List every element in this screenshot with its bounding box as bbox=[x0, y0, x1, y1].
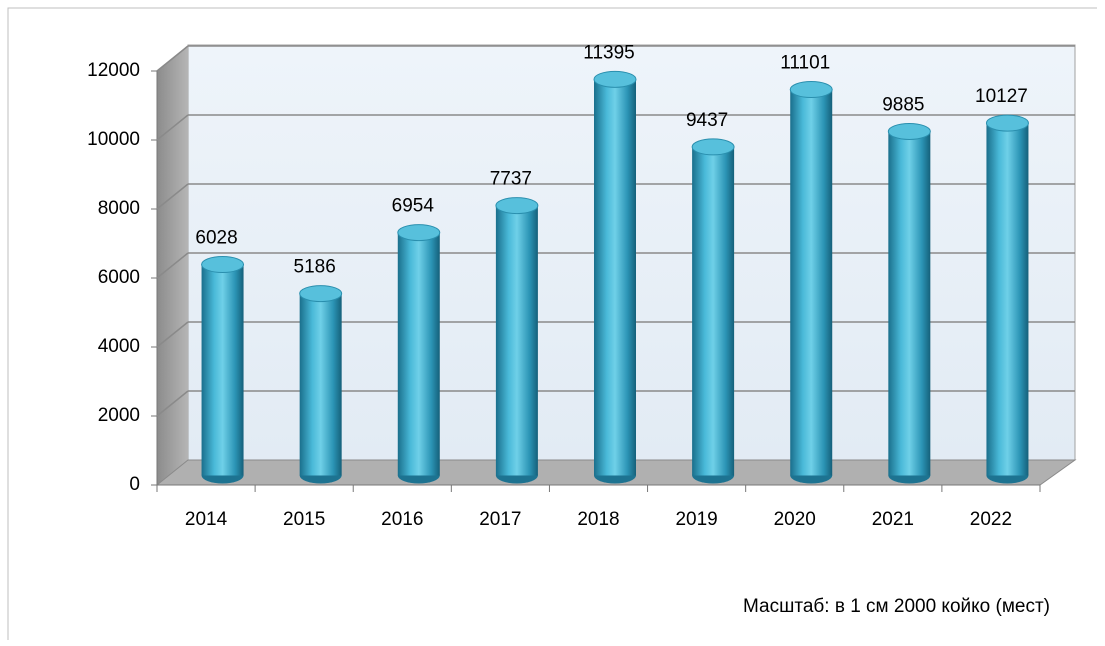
grid-line bbox=[156, 114, 189, 141]
bar-top bbox=[985, 114, 1029, 132]
bar-top bbox=[887, 122, 931, 140]
y-tick-label: 4000 bbox=[98, 336, 140, 357]
bar-top bbox=[397, 224, 441, 242]
bar bbox=[299, 285, 343, 484]
bar bbox=[789, 81, 833, 484]
y-tick-label: 8000 bbox=[98, 198, 140, 219]
value-label: 6954 bbox=[392, 196, 435, 217]
bar-top bbox=[593, 70, 637, 88]
x-tick-label: 2021 bbox=[872, 509, 914, 530]
grid-line bbox=[156, 252, 189, 279]
grid-line bbox=[156, 45, 189, 72]
x-tick-label: 2016 bbox=[381, 509, 423, 530]
bar-body bbox=[790, 89, 833, 476]
grid-line bbox=[156, 183, 189, 210]
bar bbox=[691, 138, 735, 484]
bar bbox=[495, 197, 539, 484]
value-label: 6028 bbox=[195, 228, 237, 249]
value-label: 9885 bbox=[882, 94, 924, 115]
y-tick-label: 12000 bbox=[87, 60, 140, 81]
bar-top bbox=[691, 138, 735, 156]
annotation: Масштаб: в 1 см 2000 койко (мест) bbox=[743, 596, 1050, 617]
x-tick-label: 2015 bbox=[283, 509, 325, 530]
bar bbox=[397, 224, 441, 484]
y-tick-label: 6000 bbox=[98, 267, 140, 288]
value-label: 7737 bbox=[490, 169, 532, 190]
bar-body bbox=[986, 123, 1029, 476]
x-tick-label: 2014 bbox=[185, 509, 228, 530]
x-tick-label: 2022 bbox=[970, 509, 1012, 530]
value-label: 5186 bbox=[294, 257, 336, 278]
x-tick-label: 2020 bbox=[774, 509, 816, 530]
value-label: 10127 bbox=[975, 86, 1028, 107]
bar-body bbox=[594, 79, 636, 476]
bar bbox=[985, 114, 1029, 484]
bar-body bbox=[397, 232, 440, 476]
x-tick-label: 2018 bbox=[577, 509, 619, 530]
bar-top bbox=[201, 256, 245, 274]
y-tick-label: 2000 bbox=[98, 405, 140, 426]
bar-body bbox=[495, 205, 538, 476]
bar-body bbox=[888, 131, 931, 476]
bar-top bbox=[789, 81, 833, 99]
x-tick-label: 2017 bbox=[479, 509, 521, 530]
bar-top bbox=[299, 285, 343, 303]
bar bbox=[887, 122, 931, 484]
frame bbox=[7, 7, 1097, 640]
bar-body bbox=[299, 293, 342, 476]
x-tick-label: 2019 bbox=[675, 509, 717, 530]
bar-body bbox=[201, 264, 244, 476]
y-tick-label: 10000 bbox=[87, 129, 140, 150]
y-tick-label: 0 bbox=[129, 474, 140, 495]
bar-body bbox=[692, 146, 735, 476]
grid-line bbox=[156, 321, 189, 348]
bar bbox=[593, 70, 637, 484]
grid-line bbox=[156, 390, 189, 417]
value-label: 11395 bbox=[583, 42, 634, 63]
value-label: 11101 bbox=[780, 53, 830, 74]
value-label: 9437 bbox=[686, 110, 728, 131]
bar bbox=[201, 256, 245, 484]
bar-top bbox=[495, 197, 539, 215]
